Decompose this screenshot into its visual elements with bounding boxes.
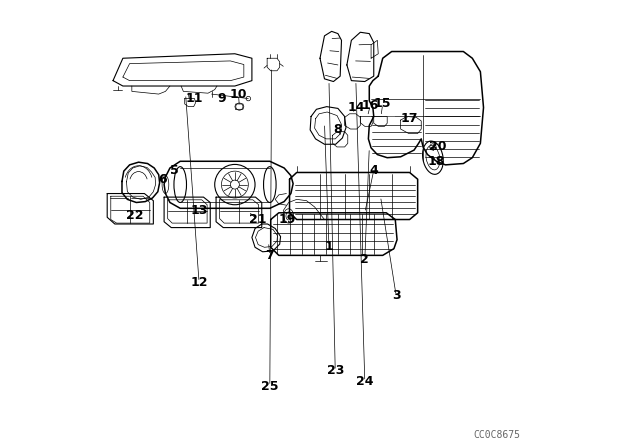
Text: 4: 4 <box>369 164 378 177</box>
Text: 12: 12 <box>190 276 208 289</box>
Text: 19: 19 <box>279 213 296 226</box>
Text: 21: 21 <box>248 213 266 226</box>
Text: 20: 20 <box>429 140 446 154</box>
Text: 7: 7 <box>266 249 274 262</box>
Text: 1: 1 <box>324 240 333 253</box>
Text: 2: 2 <box>360 253 369 267</box>
Text: 18: 18 <box>428 155 445 168</box>
Text: 25: 25 <box>261 379 278 393</box>
Text: 24: 24 <box>356 375 374 388</box>
Text: 13: 13 <box>190 204 208 217</box>
Text: 23: 23 <box>326 364 344 378</box>
Text: 14: 14 <box>347 101 365 114</box>
Text: 5: 5 <box>170 164 179 177</box>
Text: 8: 8 <box>333 123 342 137</box>
Text: 10: 10 <box>230 87 247 101</box>
Text: 6: 6 <box>158 172 166 186</box>
Text: 22: 22 <box>126 208 144 222</box>
Text: 17: 17 <box>401 112 419 125</box>
Text: 16: 16 <box>362 99 379 112</box>
Text: CC0C8675: CC0C8675 <box>474 430 520 439</box>
Text: 15: 15 <box>374 97 392 111</box>
Text: 11: 11 <box>186 92 204 105</box>
Text: 9: 9 <box>217 92 226 105</box>
Text: 3: 3 <box>392 289 401 302</box>
